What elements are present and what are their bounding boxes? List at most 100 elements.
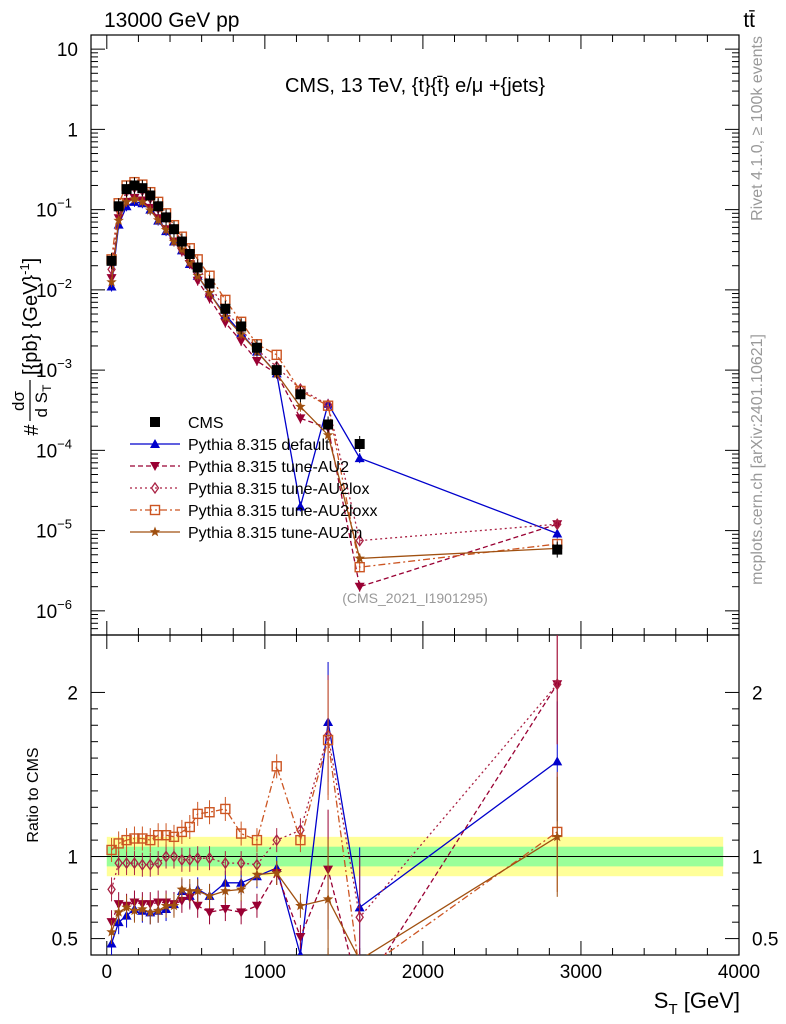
ratio-point bbox=[145, 906, 156, 917]
ratio-point bbox=[355, 911, 364, 924]
data-point bbox=[129, 193, 140, 204]
svg-text:#: # bbox=[21, 424, 43, 436]
ratio-point bbox=[552, 678, 562, 691]
y-tick-label: 10−2 bbox=[36, 276, 72, 302]
ratio-point bbox=[122, 856, 131, 870]
main-series bbox=[106, 176, 563, 592]
cms-data-point bbox=[121, 184, 132, 195]
ratio-point bbox=[192, 885, 203, 896]
ratio-point bbox=[220, 803, 231, 815]
y-tick-exponent: −1 bbox=[57, 196, 72, 211]
ratio-y-tick-label: 2 bbox=[67, 683, 78, 704]
data-point bbox=[355, 534, 364, 547]
data-point bbox=[251, 356, 262, 366]
data-point bbox=[137, 196, 148, 207]
rivet-label: Rivet 4.1.0, ≥ 100k events bbox=[749, 36, 766, 221]
data-point bbox=[168, 236, 180, 246]
ratio-y-tick-label-right: 0.5 bbox=[752, 930, 778, 951]
legend-label: Pythia 8.315 tune-AU2loxx bbox=[188, 503, 377, 520]
data-point bbox=[204, 287, 215, 298]
data-point bbox=[152, 214, 164, 225]
cms-data-point bbox=[236, 321, 247, 332]
data-point bbox=[354, 453, 365, 463]
legend-label: Pythia 8.315 tune-AU2m bbox=[188, 525, 362, 542]
cms-data-point bbox=[251, 342, 262, 353]
main-panel: CMS, 13 TeV, {t}{t̄} e/μ +{jets} (CMS_20… bbox=[9, 34, 740, 636]
ylabel-unit-close: ] bbox=[20, 258, 42, 264]
xlabel-sub: T bbox=[668, 1001, 677, 1018]
y-tick-exponent: −2 bbox=[57, 276, 72, 291]
ratio-point bbox=[204, 807, 215, 818]
legend-marker bbox=[150, 417, 160, 427]
legend-label: Pythia 8.315 tune-AU2lox bbox=[188, 481, 369, 498]
ratio-point bbox=[137, 833, 148, 844]
ylabel-num: dσ bbox=[9, 391, 28, 411]
ratio-point bbox=[552, 756, 563, 766]
data-point bbox=[236, 337, 247, 347]
ratio-point bbox=[152, 905, 164, 916]
ratio-point bbox=[153, 856, 163, 870]
ratio-point bbox=[295, 900, 306, 911]
legend-marker bbox=[150, 439, 160, 448]
ratio-frame bbox=[90, 634, 740, 956]
ratio-point bbox=[251, 901, 262, 911]
cms-data-point bbox=[129, 180, 140, 191]
data-point bbox=[106, 276, 117, 287]
ylabel-unit-sup: -1 bbox=[17, 263, 32, 275]
ratio-point bbox=[251, 834, 263, 846]
ratio-point bbox=[113, 906, 124, 917]
cms-data-point bbox=[552, 544, 563, 555]
main-frame bbox=[90, 34, 740, 636]
y-tick-label: 10−4 bbox=[36, 436, 72, 462]
data-point bbox=[322, 400, 334, 411]
ratio-point bbox=[205, 852, 214, 865]
ratio-y-tick-label-right: 1 bbox=[752, 848, 763, 869]
data-point bbox=[145, 204, 156, 215]
data-point bbox=[295, 501, 306, 511]
data-point bbox=[295, 401, 306, 412]
ratio-point bbox=[236, 856, 246, 870]
y-tick-label: 1 bbox=[67, 120, 78, 141]
y-tick-label: 10−5 bbox=[36, 517, 72, 543]
cms-data-point bbox=[192, 262, 203, 273]
ratio-point bbox=[297, 950, 304, 955]
x-tick-label: 2000 bbox=[402, 962, 444, 983]
data-point bbox=[113, 215, 124, 225]
cms-data-point bbox=[161, 212, 172, 223]
ratio-point bbox=[168, 900, 180, 911]
ratio-y-ticks: 0.5 0.5 1 1 2 2 bbox=[52, 683, 779, 950]
mcplots-label: mcplots.cern.ch [arXiv:2401.10621] bbox=[749, 334, 766, 585]
legend-label: Pythia 8.315 tune-AU2 bbox=[188, 459, 349, 476]
ratio-point bbox=[185, 853, 195, 866]
cms-data-point bbox=[204, 278, 215, 289]
cms-data-point bbox=[323, 419, 334, 430]
ratio-point bbox=[204, 890, 215, 901]
cms-data-point bbox=[354, 439, 365, 450]
ylabel-den: d S bbox=[32, 392, 51, 418]
ratio-point bbox=[129, 905, 140, 916]
y-tick-label: 10−6 bbox=[36, 597, 72, 623]
ratio-point bbox=[176, 883, 188, 894]
ratio-point bbox=[130, 856, 139, 870]
ratio-x-ticks: 0 1000 2000 3000 4000 bbox=[102, 635, 760, 983]
ratio-point bbox=[192, 901, 203, 911]
cms-data-point bbox=[137, 183, 148, 194]
ratio-point bbox=[295, 932, 306, 942]
data-point bbox=[121, 196, 132, 207]
y-tick-label: 10−1 bbox=[36, 196, 72, 222]
y-tick-exponent: −6 bbox=[57, 597, 72, 612]
ratio-point bbox=[160, 900, 172, 911]
x-tick-label: 3000 bbox=[560, 962, 602, 983]
series-line-4 bbox=[110, 181, 558, 568]
header-right: tt̄ bbox=[743, 9, 755, 32]
cms-data-point bbox=[176, 236, 187, 247]
ratio-series bbox=[106, 635, 563, 955]
legend-label: Pythia 8.315 default bbox=[188, 437, 330, 454]
x-tick-label: 4000 bbox=[718, 962, 760, 983]
data-point bbox=[354, 582, 365, 592]
ylabel-unit: [{pb} {GeV} bbox=[20, 275, 42, 375]
ratio-point bbox=[184, 885, 195, 896]
ratio-point bbox=[113, 838, 124, 849]
